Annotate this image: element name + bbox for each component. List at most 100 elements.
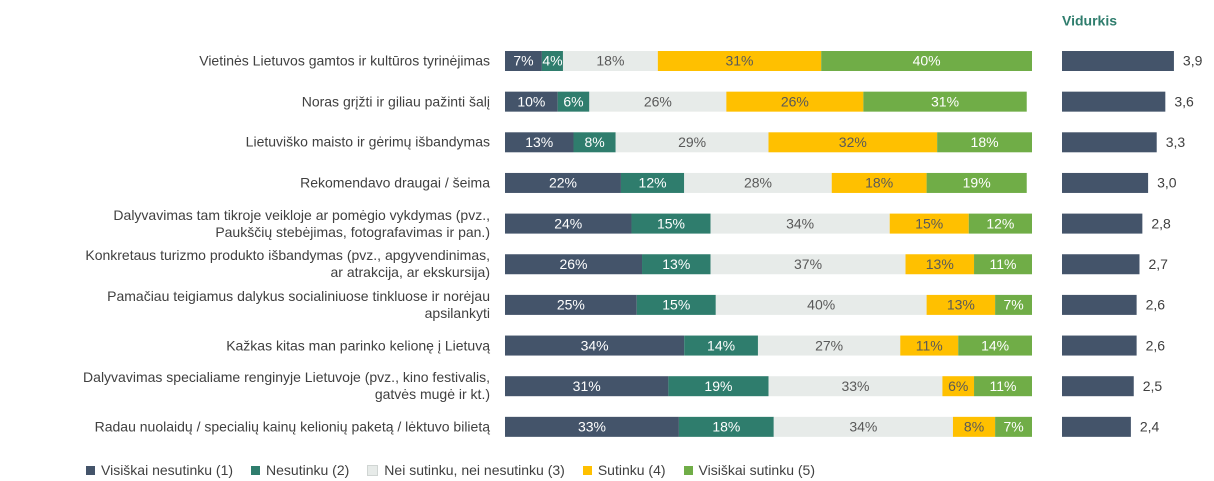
avg-label: 2,7 bbox=[1148, 256, 1168, 272]
bar-segment bbox=[620, 172, 685, 193]
bar-segment bbox=[636, 294, 716, 315]
data-label: 11% bbox=[990, 378, 1017, 394]
data-label: 18% bbox=[712, 419, 740, 435]
avg-bar bbox=[1062, 294, 1137, 315]
data-label: 6% bbox=[948, 378, 968, 394]
category-label: Lietuviško maisto ir gėrimų išbandymas bbox=[245, 133, 490, 150]
data-label: 40% bbox=[807, 297, 835, 313]
data-label: 40% bbox=[913, 53, 941, 69]
bar-segment bbox=[505, 294, 637, 315]
data-label: 13% bbox=[926, 256, 954, 272]
data-label: 11% bbox=[990, 256, 1017, 272]
bar-segment bbox=[958, 335, 1032, 356]
data-label: 8% bbox=[584, 134, 604, 150]
data-label: 19% bbox=[963, 175, 991, 191]
data-label: 13% bbox=[525, 134, 553, 150]
bar-segment bbox=[937, 132, 1032, 153]
data-label: 13% bbox=[947, 297, 975, 313]
data-label: 18% bbox=[971, 134, 999, 150]
legend-item: Nei sutinku, nei nesutinku (3) bbox=[367, 462, 565, 478]
legend-item: Visiškai nesutinku (1) bbox=[86, 462, 233, 478]
bar-segment bbox=[831, 172, 927, 193]
bar-segment bbox=[710, 254, 906, 275]
bar-segment bbox=[642, 254, 711, 275]
data-label: 34% bbox=[786, 215, 814, 231]
bar-segment bbox=[668, 376, 769, 397]
data-label: 24% bbox=[554, 215, 582, 231]
bar-segment bbox=[505, 335, 685, 356]
category-label: Vietinės Lietuvos gamtos ir kultūros tyr… bbox=[199, 52, 490, 69]
bar-segment bbox=[942, 376, 975, 397]
data-label: 6% bbox=[563, 93, 583, 109]
bar-segment bbox=[974, 376, 1032, 397]
avg-label: 2,4 bbox=[1140, 419, 1160, 435]
data-label: 29% bbox=[678, 134, 706, 150]
avg-bar bbox=[1062, 132, 1157, 153]
data-label: 18% bbox=[596, 53, 624, 69]
avg-bar bbox=[1062, 376, 1134, 397]
data-label: 22% bbox=[549, 175, 577, 191]
data-label: 33% bbox=[578, 419, 606, 435]
avg-label: 2,6 bbox=[1146, 337, 1166, 353]
data-label: 12% bbox=[639, 175, 667, 191]
bar-segment bbox=[684, 172, 832, 193]
avg-label: 2,5 bbox=[1143, 378, 1163, 394]
bar-segment bbox=[773, 416, 953, 437]
bar-segment bbox=[505, 51, 542, 71]
bar-segment bbox=[631, 213, 711, 234]
bar-segment bbox=[905, 254, 975, 275]
avg-bar bbox=[1062, 335, 1137, 356]
legend-swatch bbox=[683, 465, 693, 475]
data-label: 28% bbox=[744, 175, 772, 191]
category-label: Pamačiau teigiamus dalykus socialiniuose… bbox=[107, 287, 490, 321]
bar-segment bbox=[968, 213, 1032, 234]
bar-segment bbox=[952, 416, 996, 437]
legend-swatch bbox=[367, 464, 379, 476]
bar-segment bbox=[715, 294, 927, 315]
avg-bar bbox=[1062, 416, 1131, 437]
data-label: 15% bbox=[657, 215, 685, 231]
legend-swatch bbox=[582, 465, 592, 475]
avg-bar bbox=[1062, 254, 1140, 275]
avg-label: 2,6 bbox=[1146, 297, 1166, 313]
bar-segment bbox=[505, 213, 632, 234]
legend: Visiškai nesutinku (1) Nesutinku (2) Nei s… bbox=[86, 462, 815, 478]
avg-bar bbox=[1062, 51, 1174, 71]
data-label: 8% bbox=[964, 419, 984, 435]
data-label: 25% bbox=[557, 297, 585, 313]
bar-segment bbox=[557, 91, 590, 112]
bar-segment bbox=[995, 416, 1032, 437]
category-label: Kažkas kitas man parinko kelionę į Lietu… bbox=[226, 337, 490, 354]
data-label: 4% bbox=[542, 53, 562, 69]
bar-segment bbox=[684, 335, 758, 356]
bar-segment bbox=[678, 416, 774, 437]
data-label: 13% bbox=[662, 256, 690, 272]
category-label: Rekomendavo draugai / šeima bbox=[300, 174, 490, 191]
data-label: 19% bbox=[704, 378, 732, 394]
legend-label: Nei sutinku, nei nesutinku (3) bbox=[384, 462, 565, 478]
avg-label: 3,0 bbox=[1157, 175, 1177, 191]
data-label: 31% bbox=[931, 93, 959, 109]
bar-segment bbox=[562, 51, 658, 71]
bar-segment bbox=[900, 335, 959, 356]
bar-segment bbox=[573, 132, 616, 153]
bar-segment bbox=[995, 294, 1032, 315]
legend-label: Sutinku (4) bbox=[597, 462, 666, 478]
avg-label: 3,6 bbox=[1174, 93, 1194, 109]
data-label: 32% bbox=[839, 134, 867, 150]
bar-segment bbox=[710, 213, 890, 234]
avg-label: 2,8 bbox=[1151, 215, 1171, 231]
data-label: 34% bbox=[849, 419, 877, 435]
data-label: 37% bbox=[794, 256, 822, 272]
category-label: Radau nuolaidų / specialių kainų kelioni… bbox=[94, 418, 490, 435]
bar-segment bbox=[615, 132, 769, 153]
data-label: 31% bbox=[725, 53, 753, 69]
bar-segment bbox=[926, 294, 996, 315]
data-label: 14% bbox=[707, 337, 735, 353]
avg-bar bbox=[1062, 213, 1143, 234]
legend-label: Nesutinku (2) bbox=[266, 462, 350, 478]
category-label: Dalyvavimas specialiame renginyje Lietuv… bbox=[83, 369, 490, 403]
bar-segment bbox=[821, 51, 1032, 71]
bar-segment bbox=[505, 172, 621, 193]
